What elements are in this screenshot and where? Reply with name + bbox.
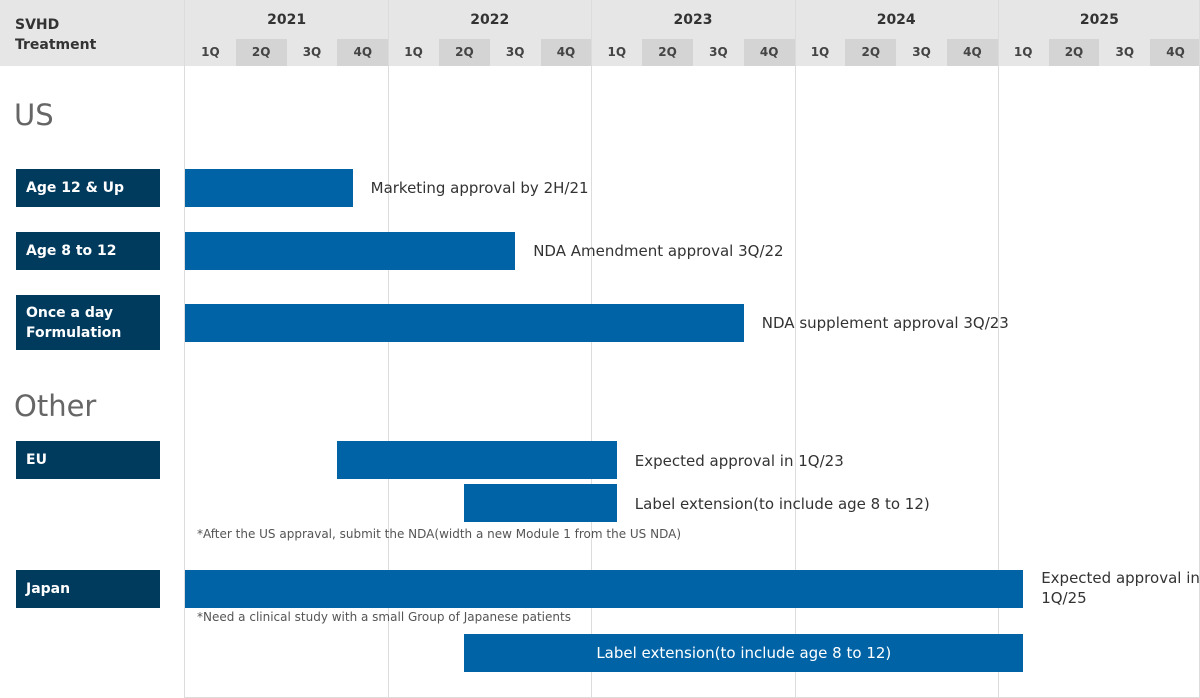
quarter-header-2025-4Q: 4Q [1150,39,1200,66]
year-header-2023: 2023 [591,0,795,39]
header-corner-line2: Treatment [15,37,97,53]
quarter-header-2023-1Q: 1Q [591,39,643,66]
quarter-header-2024-4Q: 4Q [947,39,998,66]
quarter-header-2024-3Q: 3Q [896,39,947,66]
gantt-bar [185,304,744,342]
row-label-once-a-day: Once a day Formulation [16,295,160,350]
quarter-header-2025-2Q: 2Q [1048,39,1100,66]
note-eu: *After the US appraval, submit the NDA(w… [197,527,682,541]
year-header-2024: 2024 [794,0,998,39]
year-header-2021: 2021 [185,0,389,39]
year-gridline [388,0,390,698]
quarter-header-2021-4Q: 4Q [337,39,389,66]
section-title-other: Other [14,389,97,423]
bar-label: Marketing approval by 2H/21 [370,179,589,197]
quarter-header-2021-1Q: 1Q [185,39,236,66]
gantt-bar [337,441,617,479]
quarter-header-2024-2Q: 2Q [845,39,897,66]
bar-label: Label extension(to include age 8 to 12) [634,495,930,513]
note-japan: *Need a clinical study with a small Grou… [197,610,571,624]
gantt-bar [464,484,617,522]
quarter-header-2025-1Q: 1Q [997,39,1049,66]
quarter-header-2022-2Q: 2Q [439,39,490,66]
year-gridline [184,0,185,698]
quarter-header-2021-2Q: 2Q [235,39,287,66]
quarter-header-2023-3Q: 3Q [693,39,744,66]
bar-label: Expected approval in 1Q/25 [1041,569,1200,607]
quarter-header-2024-1Q: 1Q [794,39,846,66]
year-header-2025: 2025 [997,0,1200,39]
quarter-header-2025-3Q: 3Q [1099,39,1151,66]
quarter-header-2022-1Q: 1Q [388,39,439,66]
gantt-bar [185,570,1024,608]
year-gridline [997,0,999,698]
bar-label: NDA Amendment approval 3Q/22 [533,242,784,260]
quarter-header-2022-3Q: 3Q [489,39,541,66]
row-label-japan: Japan [16,570,160,608]
quarter-header-2022-4Q: 4Q [540,39,592,66]
bar-label: Label extension(to include age 8 to 12) [596,644,892,662]
quarter-header-2021-3Q: 3Q [286,39,338,66]
bar-label: NDA supplement approval 3Q/23 [761,314,1009,332]
gantt-bar [185,169,353,207]
quarter-header-2023-4Q: 4Q [743,39,795,66]
gantt-bar [464,634,1024,672]
section-title-us: US [14,98,54,132]
year-gridline [794,0,796,698]
row-label-age-8-12: Age 8 to 12 [16,232,160,270]
year-header-2022: 2022 [388,0,592,39]
header-corner-line1: SVHD [15,17,60,33]
year-gridline [591,0,593,698]
gantt-bar [185,232,516,270]
bar-label: Expected approval in 1Q/23 [634,452,844,470]
row-label-eu: EU [16,441,160,479]
header-corner: SVHD Treatment [0,0,185,66]
row-label-age-12-up: Age 12 & Up [16,169,160,207]
quarter-header-2023-2Q: 2Q [642,39,693,66]
